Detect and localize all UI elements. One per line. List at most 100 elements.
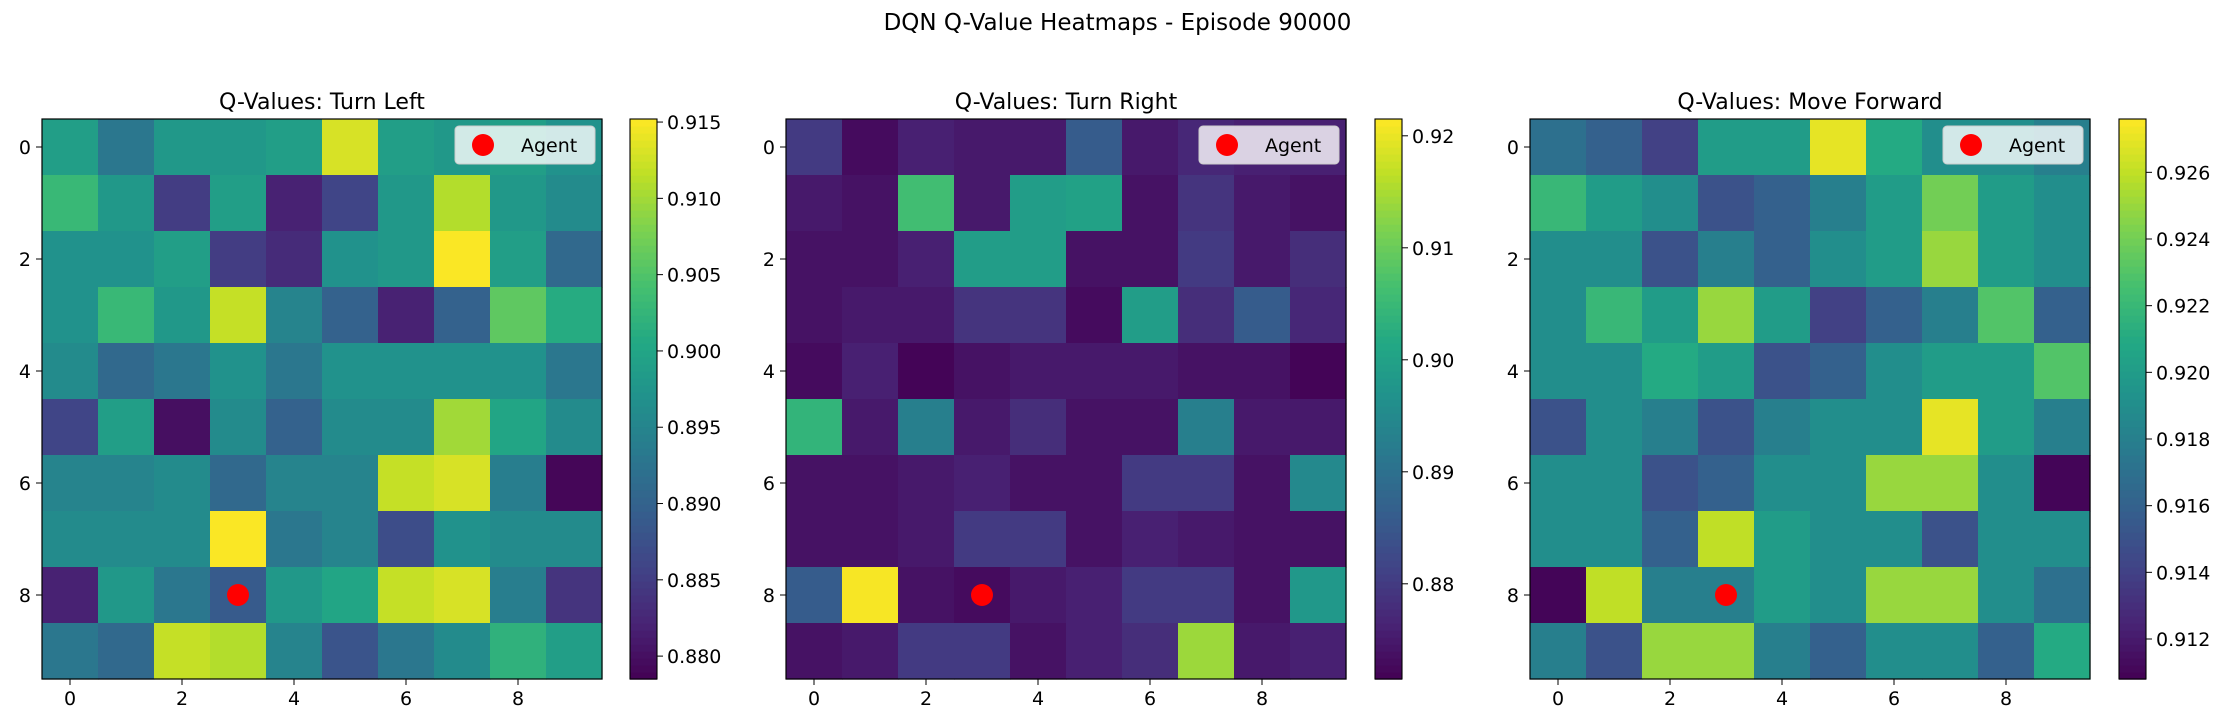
heatmap-cell (490, 399, 547, 456)
colorbar-segment (2119, 126, 2146, 134)
colorbar-segment (2119, 637, 2146, 645)
heatmap-cell (322, 343, 379, 400)
heatmap-cell (1066, 175, 1123, 232)
heatmap-cell (1066, 455, 1123, 512)
colorbar-tick-label: 0.924 (2156, 229, 2210, 251)
colorbar-segment (630, 217, 657, 225)
colorbar-segment (1375, 441, 1402, 449)
colorbar-segment (2119, 560, 2146, 568)
heatmap-cell (322, 287, 379, 344)
colorbar-segment (1375, 448, 1402, 456)
colorbar-segment (1375, 574, 1402, 582)
colorbar-segment (630, 490, 657, 498)
legend-agent-marker (472, 134, 494, 156)
heatmap-cell (1642, 511, 1699, 568)
colorbar-segment (1375, 287, 1402, 295)
heatmap-cell (1586, 231, 1643, 288)
heatmap-cell (1290, 567, 1347, 624)
heatmap-cell (154, 567, 211, 624)
colorbar-segment (630, 434, 657, 442)
colorbar-tick-label: 0.880 (667, 646, 721, 668)
colorbar-segment (630, 161, 657, 169)
heatmap-cell (1066, 231, 1123, 288)
heatmap-cell (154, 175, 211, 232)
heatmap-cell (378, 455, 435, 512)
colorbar-segment (2119, 518, 2146, 526)
colorbar-segment (630, 525, 657, 533)
heatmap-cell (1178, 623, 1235, 680)
colorbar-segment (2119, 252, 2146, 260)
heatmap-cell (322, 455, 379, 512)
colorbar-segment (1375, 350, 1402, 358)
heatmap-cell (1922, 567, 1979, 624)
colorbar-segment (630, 574, 657, 582)
heatmap-cell (490, 231, 547, 288)
colorbar-segment (2119, 336, 2146, 344)
colorbar-segment (630, 119, 657, 127)
heatmap-cell (898, 455, 955, 512)
colorbar-segment (2119, 329, 2146, 337)
axes-frame (1529, 118, 2091, 680)
x-tick-label: 0 (1552, 688, 1564, 710)
colorbar-segment (1375, 420, 1402, 428)
colorbar-segment (630, 378, 657, 386)
heatmap-cell (378, 623, 435, 680)
colorbar-tick-label: 0.92 (1412, 126, 1454, 148)
heatmap-cell (1122, 623, 1179, 680)
heatmap-cell (1810, 175, 1867, 232)
colorbar-segment (630, 609, 657, 617)
colorbar-segment (1375, 231, 1402, 239)
heatmap-cell (154, 287, 211, 344)
colorbar-segment (2119, 364, 2146, 372)
colorbar-segment (1375, 427, 1402, 435)
heatmap-cell (1010, 455, 1067, 512)
heatmap-cell (42, 399, 99, 456)
colorbar-segment (630, 560, 657, 568)
panel-title: Q-Values: Turn Right (955, 90, 1178, 115)
colorbar-segment (2119, 224, 2146, 232)
heatmap-cell (1290, 175, 1347, 232)
colorbar-segment (630, 273, 657, 281)
heatmap-cell (154, 511, 211, 568)
colorbar-segment (2119, 133, 2146, 141)
colorbar-segment (1375, 196, 1402, 204)
heatmap-cell (1178, 231, 1235, 288)
legend: Agent (1198, 125, 1340, 165)
heatmap-cell (1978, 567, 2035, 624)
heatmap-cell (1530, 343, 1587, 400)
heatmap-cell (2034, 287, 2091, 344)
heatmap-cell (266, 511, 323, 568)
colorbar-segment (2119, 266, 2146, 274)
heatmap-cell (1234, 343, 1291, 400)
legend: Agent (454, 125, 596, 165)
colorbar-segment (630, 539, 657, 547)
heatmap-cell (1922, 175, 1979, 232)
heatmap-cell (1642, 455, 1699, 512)
colorbar-segment (2119, 476, 2146, 484)
colorbar-frame (1374, 118, 1403, 680)
heatmap-cell (1530, 231, 1587, 288)
colorbar-segment (630, 371, 657, 379)
heatmap-cell (898, 231, 955, 288)
heatmap-cell (1122, 287, 1179, 344)
panel-title: Q-Values: Turn Left (219, 90, 425, 115)
colorbar-segment (630, 672, 657, 680)
heatmap-cell (954, 623, 1011, 680)
heatmap-cell (786, 399, 843, 456)
legend: Agent (1942, 125, 2084, 165)
colorbar-tick-label: 0.926 (2156, 162, 2210, 184)
colorbar-segment (1375, 182, 1402, 190)
heatmap-cell (1010, 511, 1067, 568)
heatmap-cell (1586, 623, 1643, 680)
heatmap-cell (434, 567, 491, 624)
colorbar-segment (2119, 357, 2146, 365)
colorbar-segment (630, 329, 657, 337)
x-tick-label: 8 (2000, 688, 2012, 710)
heatmap-cell (1066, 287, 1123, 344)
heatmap-cell (434, 343, 491, 400)
heatmap-cell (266, 231, 323, 288)
colorbar-segment (1375, 504, 1402, 512)
colorbar-tick-label: 0.900 (667, 341, 721, 363)
heatmap-cell (1866, 623, 1923, 680)
heatmap-cell (42, 343, 99, 400)
